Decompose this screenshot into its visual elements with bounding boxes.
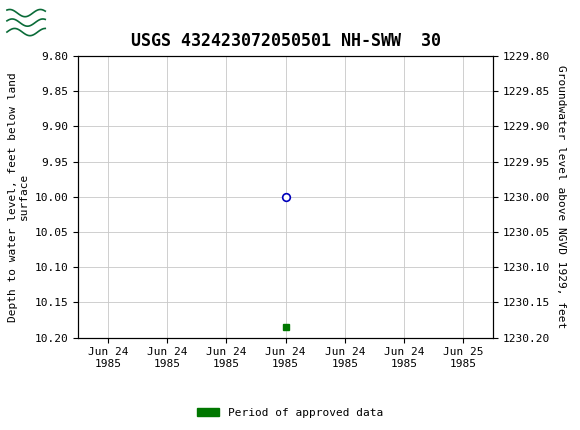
Legend: Period of approved data: Period of approved data xyxy=(193,403,387,422)
Text: USGS: USGS xyxy=(53,14,108,31)
Bar xyxy=(6,3,46,42)
Y-axis label: Depth to water level, feet below land
surface: Depth to water level, feet below land su… xyxy=(8,72,29,322)
Title: USGS 432423072050501 NH-SWW  30: USGS 432423072050501 NH-SWW 30 xyxy=(130,32,441,50)
Y-axis label: Groundwater level above NGVD 1929, feet: Groundwater level above NGVD 1929, feet xyxy=(556,65,566,329)
